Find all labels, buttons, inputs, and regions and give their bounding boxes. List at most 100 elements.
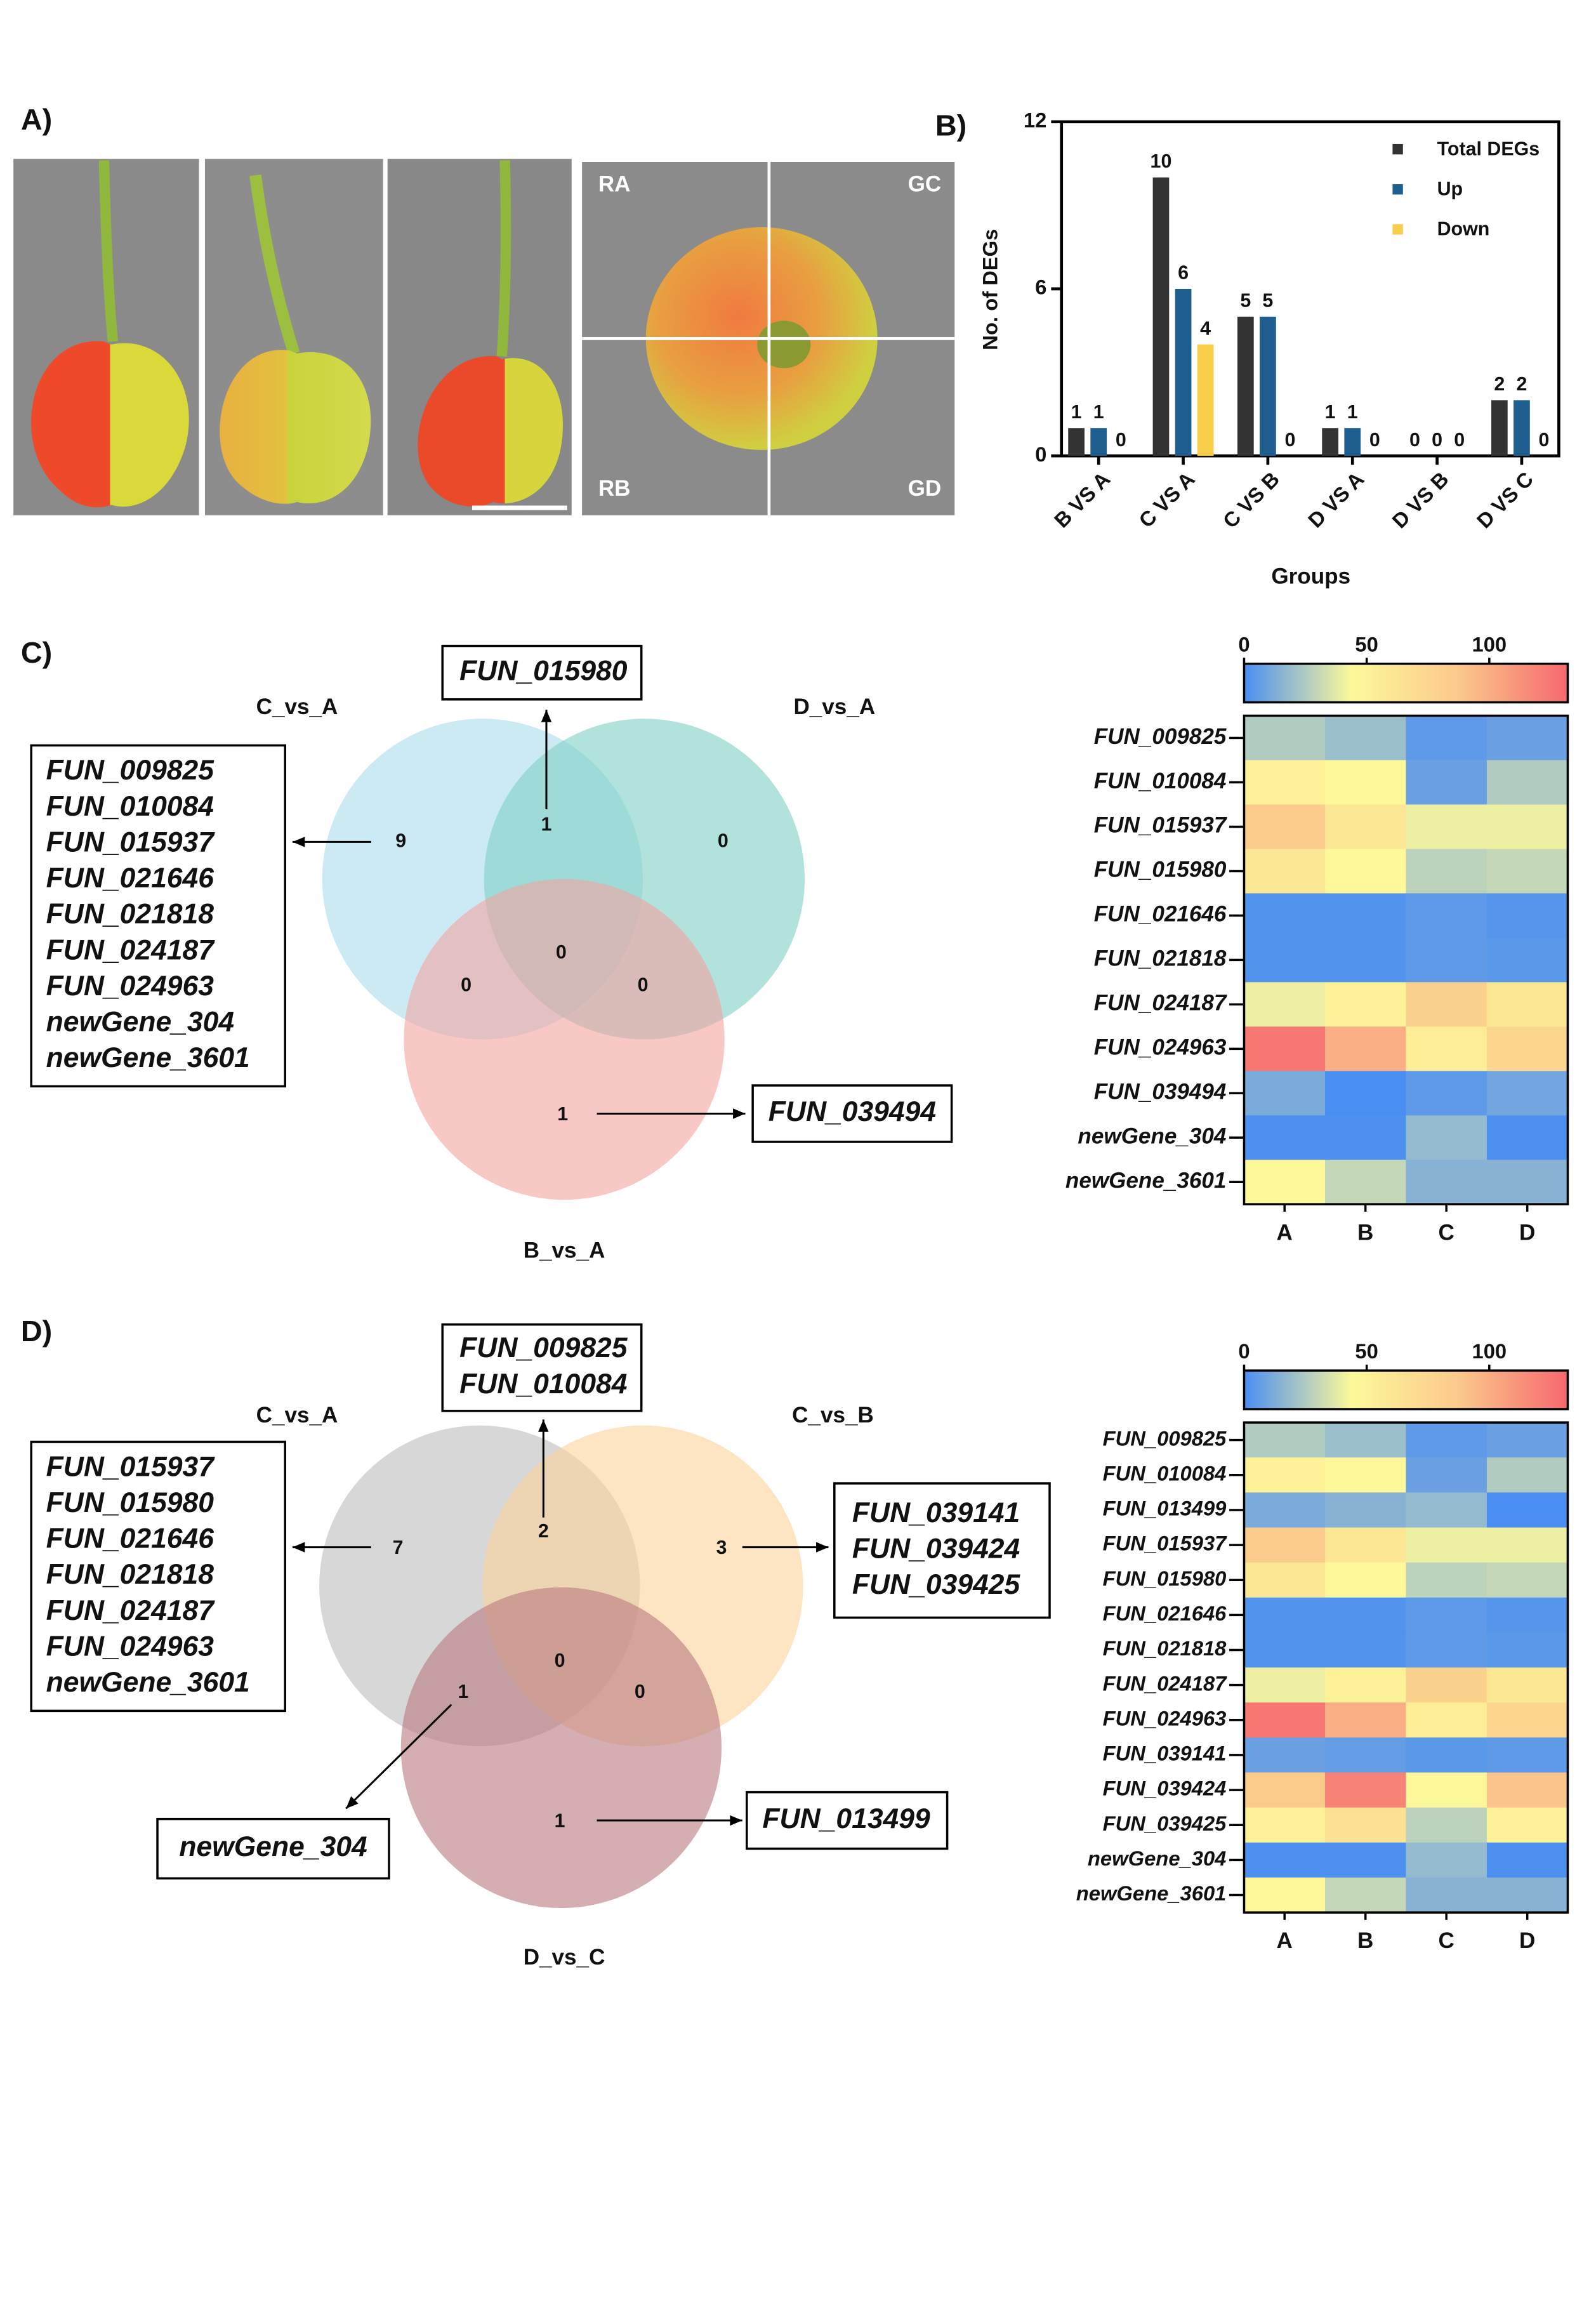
venn-count: 0 bbox=[635, 1681, 645, 1702]
heatmap-cell bbox=[1324, 1667, 1407, 1704]
heatmap-cell bbox=[1244, 1422, 1326, 1459]
heatmap-cell bbox=[1244, 1527, 1326, 1563]
gene-box bbox=[833, 1482, 1051, 1619]
row-label: FUN_009825 bbox=[1094, 724, 1227, 749]
row-label: newGene_304 bbox=[1078, 1124, 1226, 1149]
data-label: 1 bbox=[1093, 401, 1104, 423]
colorbar-tick-label: 0 bbox=[1238, 1339, 1250, 1363]
venn-count: 3 bbox=[716, 1537, 727, 1558]
gene-name: FUN_039424 bbox=[852, 1533, 1020, 1564]
bar bbox=[1175, 289, 1192, 456]
venn-set-label: B_vs_A bbox=[524, 1238, 605, 1262]
y-tick-label: 12 bbox=[1024, 108, 1046, 131]
gene-name: FUN_010084 bbox=[459, 1368, 627, 1400]
heatmap-cell bbox=[1324, 1160, 1407, 1205]
venn-set-label: C_vs_B bbox=[792, 1403, 874, 1428]
heatmap-cell bbox=[1244, 1071, 1326, 1117]
row-label: newGene_304 bbox=[1088, 1846, 1226, 1870]
heatmap-cell bbox=[1486, 1667, 1569, 1704]
heatmap-cell bbox=[1486, 1877, 1569, 1914]
row-label: FUN_009825 bbox=[1103, 1426, 1227, 1450]
heatmap-frame bbox=[1243, 1421, 1569, 1914]
heatmap-cell bbox=[1486, 1492, 1569, 1528]
venn-count: 0 bbox=[718, 830, 729, 851]
x-tick-label: D VS A bbox=[1303, 467, 1369, 533]
heatmap-cell bbox=[1324, 1457, 1407, 1494]
x-tick-label: D VS B bbox=[1387, 467, 1453, 533]
heatmap-cell bbox=[1406, 982, 1488, 1028]
y-axis-label: No. of DEGs bbox=[978, 229, 1001, 350]
col-label: A bbox=[1277, 1220, 1293, 1245]
heatmap-cell bbox=[1324, 1115, 1407, 1161]
heatmap-cell bbox=[1324, 1527, 1407, 1563]
heatmap-cell bbox=[1324, 760, 1407, 805]
heatmap-cell bbox=[1406, 1632, 1488, 1669]
bar bbox=[1068, 428, 1085, 456]
legend-swatch bbox=[1392, 143, 1403, 155]
venn-count: 1 bbox=[557, 1103, 568, 1125]
gene-name: FUN_015937 bbox=[46, 826, 216, 858]
heatmap-cell bbox=[1324, 849, 1407, 894]
heatmap-cell bbox=[1406, 804, 1488, 850]
heatmap-cell bbox=[1244, 1632, 1326, 1669]
photo-label: RB bbox=[598, 476, 631, 501]
heatmap-cell bbox=[1406, 1597, 1488, 1634]
data-label: 1 bbox=[1325, 401, 1336, 423]
venn-count: 7 bbox=[393, 1537, 404, 1558]
col-label: C bbox=[1439, 1928, 1454, 1953]
row-label: FUN_015937 bbox=[1103, 1532, 1228, 1555]
row-label: FUN_024963 bbox=[1094, 1035, 1227, 1060]
row-label: FUN_024187 bbox=[1103, 1671, 1228, 1695]
gene-box bbox=[441, 1323, 643, 1412]
heatmap-cell bbox=[1406, 1702, 1488, 1739]
colorbar bbox=[1243, 662, 1569, 704]
heatmap-cell bbox=[1486, 1737, 1569, 1773]
gene-name: FUN_009825 bbox=[459, 1332, 628, 1363]
heatmap-cell bbox=[1486, 938, 1569, 983]
heatmap-cell bbox=[1324, 1737, 1407, 1773]
arrow-head bbox=[292, 837, 305, 847]
heatmap-cell bbox=[1406, 1737, 1488, 1773]
col-label: B bbox=[1357, 1220, 1373, 1245]
heatmap-cell bbox=[1244, 893, 1326, 939]
heatmap-cell bbox=[1244, 715, 1326, 761]
colorbar-tick-label: 50 bbox=[1355, 632, 1378, 656]
panel-label: A) bbox=[21, 103, 52, 136]
heatmap-cell bbox=[1244, 849, 1326, 894]
row-label: newGene_3601 bbox=[1076, 1881, 1227, 1905]
gene-name: newGene_3601 bbox=[46, 1667, 250, 1698]
heatmap-cell bbox=[1486, 804, 1569, 850]
heatmap-cell bbox=[1486, 1071, 1569, 1117]
heatmap-cell bbox=[1324, 1071, 1407, 1117]
arrow-head bbox=[538, 1419, 549, 1432]
heatmap-cell bbox=[1244, 1562, 1326, 1598]
heatmap-cell bbox=[1486, 1807, 1569, 1843]
gene-name: FUN_039141 bbox=[852, 1497, 1020, 1528]
col-label: C bbox=[1439, 1220, 1454, 1245]
data-label: 0 bbox=[1539, 429, 1550, 451]
gene-name: FUN_010084 bbox=[46, 791, 214, 822]
bar bbox=[1344, 428, 1361, 456]
row-label: FUN_013499 bbox=[1103, 1497, 1227, 1520]
heatmap-cell bbox=[1324, 893, 1407, 939]
row-label: FUN_024963 bbox=[1103, 1706, 1227, 1730]
venn-set-label: D_vs_A bbox=[793, 694, 875, 719]
gene-box bbox=[751, 1084, 953, 1143]
heatmap-cell bbox=[1244, 1737, 1326, 1773]
heatmap-cell bbox=[1324, 1026, 1407, 1072]
venn-count: 1 bbox=[541, 814, 552, 835]
venn-set-label: D_vs_C bbox=[524, 1945, 605, 1970]
heatmap-cell bbox=[1486, 1115, 1569, 1161]
heatmap-cell bbox=[1406, 1422, 1488, 1459]
row-label: FUN_039424 bbox=[1103, 1777, 1227, 1800]
x-tick-label: C VS B bbox=[1218, 467, 1284, 533]
heatmap-cell bbox=[1486, 849, 1569, 894]
gene-name: FUN_024963 bbox=[46, 971, 214, 1002]
row-label: FUN_021646 bbox=[1103, 1601, 1227, 1625]
panel-label: C) bbox=[21, 636, 52, 669]
data-label: 2 bbox=[1494, 373, 1505, 395]
data-label: 0 bbox=[1116, 429, 1126, 451]
gene-name: FUN_024187 bbox=[46, 1595, 216, 1626]
bar bbox=[1260, 316, 1276, 456]
arrow-head bbox=[816, 1542, 829, 1553]
